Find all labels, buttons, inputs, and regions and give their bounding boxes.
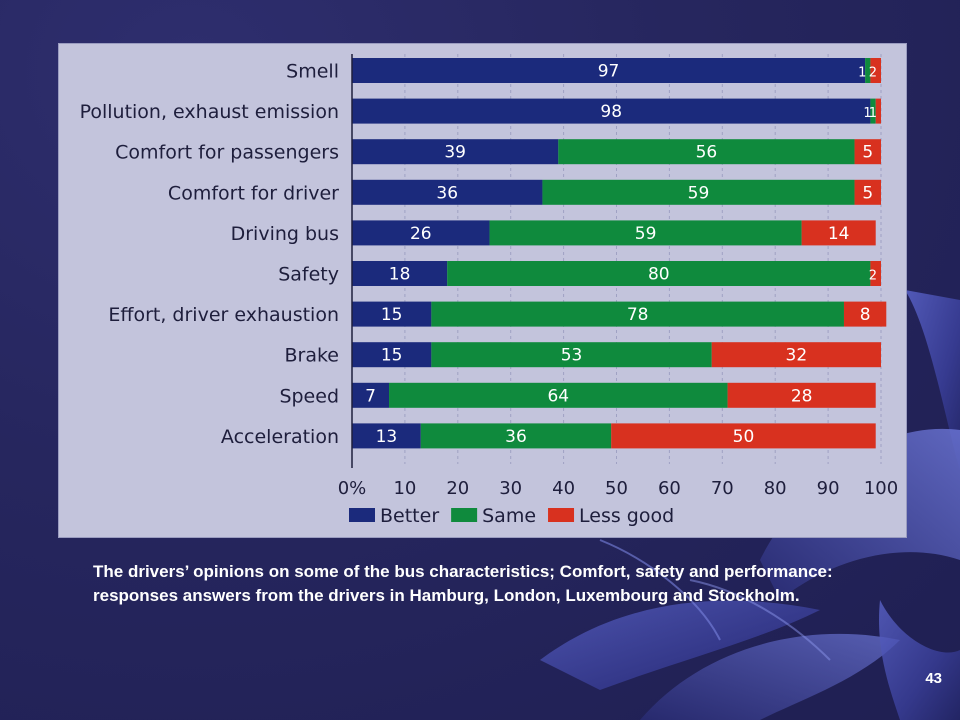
bar-segment xyxy=(843,301,887,327)
legend-swatch xyxy=(349,508,375,522)
data-label: 1 xyxy=(869,106,877,121)
data-label: 80 xyxy=(648,265,670,285)
data-label: 1 xyxy=(858,66,866,81)
bar-segment xyxy=(854,139,881,165)
data-label: 97 xyxy=(598,62,620,82)
data-label: 53 xyxy=(561,346,583,366)
chart-panel: 97 1 2 Smell 98 1 1 Pollution, exhaust emission… xyxy=(59,44,906,537)
legend-label: Same xyxy=(482,505,536,527)
bar-segment xyxy=(431,342,712,368)
bar-segment xyxy=(611,423,876,449)
data-label: 13 xyxy=(376,427,398,447)
data-label: 2 xyxy=(869,66,877,81)
data-label: 5 xyxy=(862,183,873,203)
bar-segment xyxy=(352,423,421,449)
data-label: 26 xyxy=(410,224,432,244)
legend-swatch xyxy=(451,508,478,522)
data-label: 1 xyxy=(863,106,871,121)
data-label: 56 xyxy=(696,143,718,163)
legend-swatch xyxy=(548,508,575,522)
bar-segment xyxy=(352,382,390,408)
data-label: 64 xyxy=(547,386,569,406)
bar-segment xyxy=(865,58,871,83)
bar-segment xyxy=(854,179,881,205)
data-label: 32 xyxy=(786,346,808,366)
x-tick-label: 50 xyxy=(605,478,628,499)
page-number: 43 xyxy=(925,670,942,687)
bar-segment xyxy=(870,58,881,83)
bar-segment xyxy=(558,139,855,165)
x-tick-label: 70 xyxy=(711,478,734,499)
category-label: Comfort for passengers xyxy=(115,142,339,164)
category-label: Acceleration xyxy=(221,426,339,448)
legend-label: Better xyxy=(380,505,439,527)
bar-segment xyxy=(352,342,432,368)
category-label: Safety xyxy=(278,264,339,286)
data-label: 15 xyxy=(381,305,403,325)
bar-segment xyxy=(870,98,876,124)
category-label: Effort, driver exhaustion xyxy=(108,304,339,326)
data-label: 8 xyxy=(860,305,871,325)
bar-segment xyxy=(431,301,844,327)
data-label: 59 xyxy=(688,183,710,203)
category-label: Comfort for driver xyxy=(168,182,339,204)
bar-segment xyxy=(875,98,881,124)
data-label: 15 xyxy=(381,346,403,366)
category-label: Smell xyxy=(286,61,339,83)
bar-segment xyxy=(489,220,802,246)
bar-segment xyxy=(870,261,881,286)
data-label: 36 xyxy=(505,427,527,447)
bar-segment xyxy=(352,301,432,327)
legend-label: Less good xyxy=(579,505,674,527)
category-label: Pollution, exhaust emission xyxy=(80,101,339,123)
category-label: Brake xyxy=(284,345,339,367)
x-tick-label: 10 xyxy=(393,478,416,499)
x-tick-label: 90 xyxy=(817,478,840,499)
data-label: 7 xyxy=(365,386,376,406)
bar-segment xyxy=(711,342,881,368)
data-label: 98 xyxy=(600,102,622,122)
x-tick-label: 100 xyxy=(864,478,898,499)
x-tick-label: 0% xyxy=(338,478,367,499)
category-label: Speed xyxy=(279,385,339,407)
data-label: 5 xyxy=(862,143,873,163)
data-label: 28 xyxy=(791,386,813,406)
bar-segment xyxy=(447,261,871,286)
data-label: 36 xyxy=(436,183,458,203)
slide-caption: The drivers’ opinions on some of the bus… xyxy=(93,562,833,605)
category-label: Driving bus xyxy=(231,223,339,245)
bar-segment xyxy=(727,382,876,408)
bar-segment xyxy=(801,220,876,246)
data-label: 78 xyxy=(627,305,649,325)
bar-segment xyxy=(352,58,866,83)
data-label: 50 xyxy=(733,427,755,447)
bar-segment xyxy=(420,423,612,449)
data-label: 59 xyxy=(635,224,657,244)
bar-segment xyxy=(389,382,728,408)
data-label: 14 xyxy=(828,224,850,244)
x-tick-label: 40 xyxy=(552,478,575,499)
bar-segment xyxy=(352,179,543,205)
bar-segment xyxy=(352,220,490,246)
data-label: 18 xyxy=(389,265,411,285)
bar-segment xyxy=(352,139,559,165)
bar-segment xyxy=(352,261,448,286)
bar-segment xyxy=(542,179,855,205)
bar-segment xyxy=(352,98,871,124)
data-label: 39 xyxy=(444,143,466,163)
data-label: 2 xyxy=(869,269,877,284)
x-tick-label: 20 xyxy=(446,478,469,499)
x-tick-label: 60 xyxy=(658,478,681,499)
x-tick-label: 80 xyxy=(764,478,787,499)
x-tick-label: 30 xyxy=(499,478,522,499)
